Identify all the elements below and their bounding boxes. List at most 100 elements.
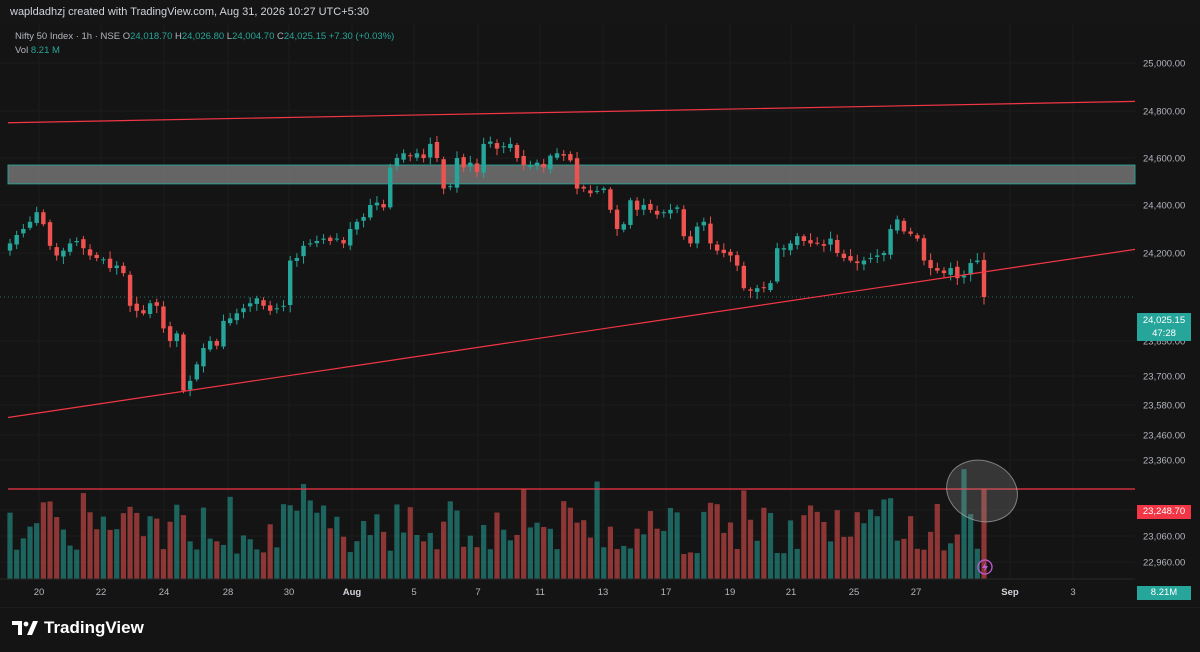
price-tick-label: 23,850.00: [1143, 337, 1185, 348]
candle-body: [41, 212, 46, 225]
candle-body: [514, 144, 520, 158]
volume-bars: [7, 469, 987, 579]
high-label: H: [175, 31, 182, 42]
high-value: 24,026.80: [181, 31, 225, 42]
volume-bar: [240, 535, 247, 579]
volume-bar: [167, 521, 173, 579]
candle-body: [254, 298, 260, 304]
candle-body: [628, 200, 633, 225]
volume-bar: [60, 529, 66, 579]
volume-bar: [834, 510, 840, 579]
time-tick-label: 19: [725, 587, 736, 598]
candle-body: [828, 238, 833, 245]
candle-body: [614, 209, 620, 229]
volume-bar: [681, 553, 687, 579]
volume-bar: [454, 510, 460, 579]
candle-body: [67, 243, 73, 252]
candle-body: [321, 238, 326, 240]
symbol-label[interactable]: Nifty 50 Index · 1h · NSE: [15, 31, 121, 42]
volume-bar: [928, 531, 934, 579]
candle-body: [421, 154, 426, 158]
candle-body: [568, 154, 573, 161]
candle-body: [181, 334, 186, 391]
time-tick-label: 22: [96, 587, 107, 598]
watermark-header: wapldadhzj created with TradingView.com,…: [0, 0, 1200, 24]
candle-body: [541, 163, 546, 168]
volume-bar: [661, 530, 667, 579]
volume-bar: [320, 505, 327, 579]
candle-body: [888, 229, 893, 255]
brand-name: TradingView: [44, 618, 144, 637]
candle-body: [728, 251, 733, 256]
candle-body: [815, 242, 820, 244]
candle-body: [748, 289, 753, 291]
candle-body: [214, 341, 220, 346]
candle-body: [641, 205, 646, 210]
volume-bar: [487, 549, 493, 579]
volume-bar: [621, 545, 627, 579]
candle-body: [955, 266, 960, 279]
candle-body: [401, 153, 406, 160]
candle-body: [14, 235, 19, 245]
low-value: 24,004.70: [232, 31, 275, 42]
volume-bar: [140, 536, 147, 579]
volume-bar: [634, 528, 640, 579]
line-level-tag: 23,248.70: [1137, 505, 1191, 519]
volume-bar: [507, 540, 513, 579]
volume-bar: [761, 507, 767, 579]
time-tick-label: Sep: [1001, 587, 1019, 598]
volume-bar: [534, 522, 540, 579]
candle-body: [21, 229, 26, 234]
lightning-bolt: [982, 562, 988, 572]
candle-body: [768, 283, 773, 291]
volume-bar: [207, 538, 213, 579]
candle-body: [534, 162, 540, 166]
candle-body: [928, 260, 933, 269]
candle-body: [7, 243, 13, 251]
candle-body: [981, 259, 987, 297]
candle-body: [601, 188, 606, 191]
candle-body: [114, 265, 119, 269]
candle-body: [488, 141, 493, 144]
lightning-icon[interactable]: [977, 559, 993, 575]
volume-bar: [300, 484, 307, 579]
candle-body: [434, 142, 440, 158]
highlight-ellipse[interactable]: [938, 450, 1026, 531]
volume-bar: [154, 518, 160, 579]
volume-bar: [901, 538, 907, 579]
candle-body: [47, 222, 53, 246]
candle-body: [334, 238, 340, 240]
candle-body: [388, 167, 393, 208]
price-tick-label: 25,000.00: [1143, 59, 1185, 70]
volume-bar: [921, 549, 927, 579]
volume-bar: [314, 512, 320, 579]
candle-body: [81, 239, 86, 249]
candle-body: [681, 209, 686, 237]
candlestick-chart[interactable]: 25,000.00 24,800.00 24,600.00 24,400.00 24,2…: [0, 24, 1200, 607]
trendlines[interactable]: [7, 100, 1136, 575]
last-price-value: 24,025.15: [1142, 315, 1186, 326]
volume-bar: [807, 505, 814, 579]
time-axis[interactable]: 20 22 24 28 30 Aug 5 7 11 13 17 19 21 25 27 Sep 3: [0, 578, 1135, 598]
candle-body: [287, 260, 293, 305]
created-with-text: wapldadhzj created with TradingView.com,…: [10, 6, 370, 18]
volume-bar: [180, 515, 187, 579]
trendline-1[interactable]: [7, 100, 1136, 124]
time-tick-label: 24: [159, 587, 170, 598]
price-tick-label: 23,580.00: [1143, 401, 1185, 412]
volume-bar: [27, 526, 33, 579]
trendline-2[interactable]: [7, 248, 1136, 419]
volume-bar: [847, 536, 854, 579]
candle-body: [574, 158, 580, 189]
candle-body: [741, 265, 747, 289]
tradingview-brand[interactable]: TradingView: [12, 618, 144, 638]
volume-value: 8.21M: [1150, 587, 1178, 598]
candle-body: [654, 210, 660, 215]
candle-body: [688, 236, 693, 244]
zone-rect[interactable]: [7, 164, 1136, 185]
chart-area[interactable]: 25,000.00 24,800.00 24,600.00 24,400.00 24,2…: [0, 24, 1200, 607]
volume-bar: [100, 516, 106, 579]
candle-body: [895, 219, 900, 231]
candle-body: [875, 255, 880, 257]
volume-bar: [260, 552, 267, 579]
